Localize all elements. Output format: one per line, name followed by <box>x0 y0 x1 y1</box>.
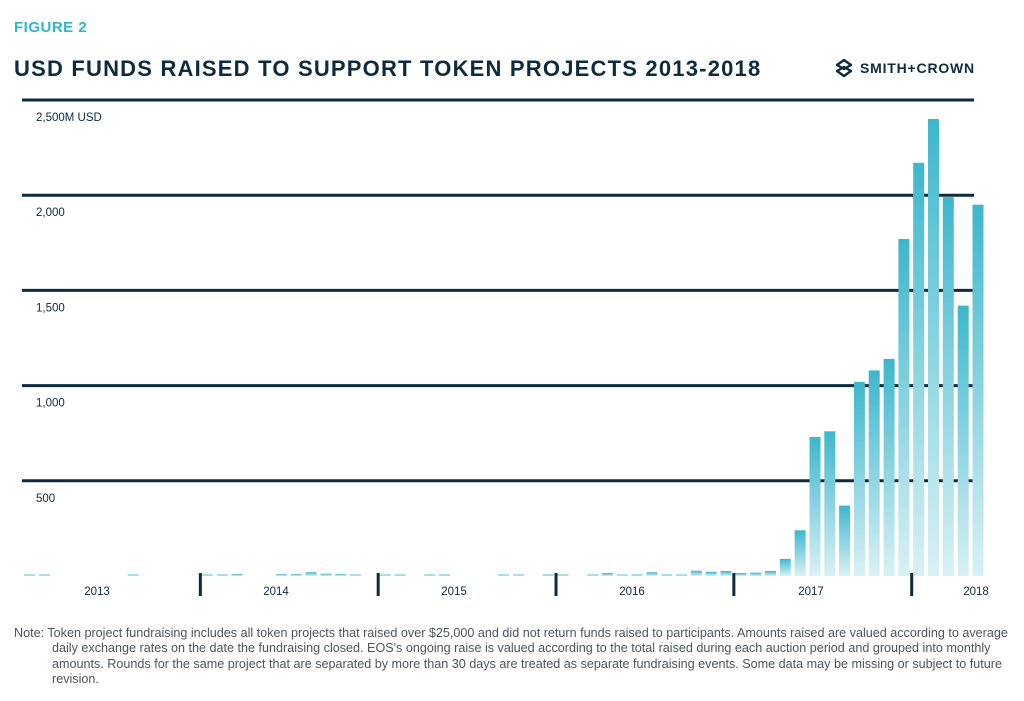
bar <box>720 571 732 576</box>
smith-crown-logo-icon <box>835 58 853 78</box>
bar <box>335 574 347 576</box>
x-tick-label: 2018 <box>963 586 989 598</box>
bar <box>883 358 895 576</box>
bars <box>24 119 984 577</box>
brand-logo: SMITH+CROWN <box>834 58 975 78</box>
bar <box>127 574 139 576</box>
bar <box>765 571 776 576</box>
bar <box>661 574 673 576</box>
bar <box>616 574 628 576</box>
y-tick-label: 500 <box>36 493 55 505</box>
bar <box>824 431 836 576</box>
bar <box>942 197 954 576</box>
bar <box>542 574 554 576</box>
bar <box>898 239 910 576</box>
bar <box>557 574 569 576</box>
bar <box>957 305 969 576</box>
bar <box>498 574 510 576</box>
x-tick-label: 2014 <box>263 586 289 598</box>
x-tick-label: 2016 <box>619 586 645 598</box>
bar <box>231 574 243 576</box>
bar <box>24 574 35 576</box>
y-tick-label: 1,000 <box>36 398 65 410</box>
x-axis: 2013 2014 2015 2016 2017 2018 <box>84 573 989 598</box>
bar <box>690 570 702 576</box>
y-tick-label: 1,500 <box>36 302 65 314</box>
bar <box>439 574 450 576</box>
bar <box>972 204 984 576</box>
bar <box>676 574 688 576</box>
bar <box>38 574 50 576</box>
bar <box>587 574 599 576</box>
bar <box>913 162 925 577</box>
bar <box>735 573 747 576</box>
chart-title: USD FUNDS RAISED TO SUPPORT TOKEN PROJEC… <box>14 56 762 81</box>
bar <box>290 574 302 576</box>
bar <box>646 572 658 576</box>
x-tick-label: 2015 <box>441 586 467 598</box>
y-tick-label: 2,000 <box>36 207 65 219</box>
bar <box>750 572 762 576</box>
bar <box>379 574 391 576</box>
x-tick-label: 2013 <box>84 586 110 598</box>
bar <box>839 505 851 576</box>
bar <box>631 574 643 576</box>
x-tick-label: 2017 <box>798 586 824 598</box>
brand-name: SMITH+CROWN <box>860 60 975 76</box>
bar <box>305 572 317 576</box>
bar <box>216 574 228 576</box>
bar <box>928 119 939 576</box>
bar <box>809 437 821 576</box>
bar <box>275 574 287 576</box>
figure-label: FIGURE 2 <box>14 19 88 36</box>
bar <box>602 573 613 576</box>
bar <box>201 574 213 576</box>
bar <box>424 574 436 576</box>
chart-note: Note: Token project fundraising includes… <box>14 626 1008 687</box>
bar <box>320 573 332 576</box>
bar <box>350 574 361 576</box>
bar <box>853 381 865 576</box>
bar <box>868 370 880 576</box>
y-tick-label: 2,500M USD <box>36 112 102 124</box>
bar <box>513 574 525 576</box>
bar <box>779 558 791 576</box>
bar <box>394 574 406 576</box>
gridlines: 2,500M USD 2,000 1,500 1,000 500 <box>22 98 974 505</box>
bar <box>705 571 717 576</box>
bar <box>794 530 806 576</box>
